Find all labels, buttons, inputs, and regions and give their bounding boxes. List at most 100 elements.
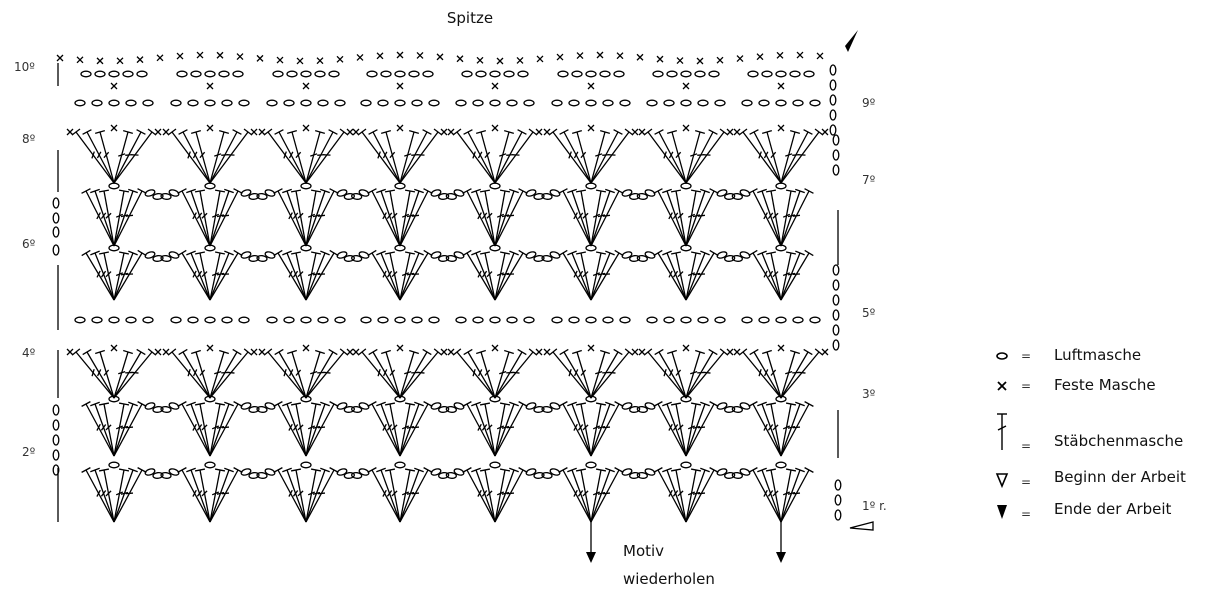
chain-stitch — [238, 316, 250, 324]
chain-stitch — [714, 316, 726, 324]
chain-stitch — [644, 468, 656, 476]
double-crochet-bar — [477, 489, 482, 497]
chain-stitch — [125, 316, 137, 324]
double-crochet — [766, 351, 782, 399]
chain-stitch — [775, 70, 787, 78]
chain-stitch — [599, 70, 611, 78]
double-crochet-bar — [389, 369, 396, 376]
chain-stitch — [716, 189, 728, 197]
chain-stitch — [489, 99, 501, 107]
double-crochet — [658, 131, 687, 184]
chain-stitch — [832, 309, 840, 321]
row-label-5: 5º — [862, 306, 876, 320]
double-crochet-top — [98, 402, 110, 406]
double-crochet-bar — [125, 492, 134, 495]
double-crochet-bar — [307, 425, 316, 430]
double-crochet-bar — [772, 271, 779, 278]
double-crochet-bar — [404, 153, 412, 157]
double-crochet — [209, 469, 221, 523]
chain-stitch — [300, 70, 312, 78]
double-crochet-bar — [792, 214, 801, 217]
double-crochet — [113, 469, 125, 523]
chain-stitch — [221, 99, 233, 107]
double-crochet-bar — [382, 423, 387, 431]
double-crochet-bar — [317, 492, 326, 495]
double-crochet-top — [476, 349, 486, 355]
double-crochet — [494, 131, 523, 184]
double-crochet-bar — [391, 424, 398, 431]
double-crochet-bar — [573, 151, 579, 159]
chain-stitch — [775, 316, 787, 324]
double-crochet — [209, 469, 239, 523]
single-crochet — [416, 51, 424, 59]
double-crochet — [666, 403, 687, 457]
double-crochet — [752, 469, 782, 523]
chain-stitch — [533, 471, 545, 479]
chain-stitch — [144, 189, 156, 197]
double-crochet-top — [624, 128, 634, 136]
double-crochet — [770, 469, 782, 523]
chain-stitch — [541, 192, 553, 200]
double-crochet — [171, 351, 211, 399]
double-crochet-bar — [697, 426, 706, 429]
single-crochet — [396, 82, 404, 90]
double-crochet — [685, 252, 715, 301]
double-crochet-top — [670, 402, 682, 406]
double-crochet-top — [191, 130, 201, 134]
double-crochet-bar — [100, 270, 107, 278]
double-crochet-bar — [377, 369, 381, 377]
single-crochet — [777, 344, 785, 352]
double-crochet-bar — [201, 212, 208, 219]
double-crochet — [399, 131, 439, 184]
chain-stitch — [461, 70, 473, 78]
double-crochet-bar — [216, 491, 225, 495]
double-crochet — [494, 403, 515, 457]
double-crochet-bar — [782, 272, 791, 277]
double-crochet — [671, 351, 687, 399]
double-crochet-top — [738, 128, 748, 136]
chain-stitch — [636, 471, 648, 479]
double-crochet — [99, 131, 115, 184]
double-crochet — [113, 131, 153, 184]
double-crochet — [685, 252, 706, 301]
double-crochet-bar — [382, 151, 388, 159]
chain-stitch — [621, 402, 633, 410]
chain-stitch — [629, 471, 641, 479]
double-crochet-top — [499, 402, 511, 406]
double-crochet-bar — [401, 425, 410, 430]
double-crochet-top — [186, 250, 196, 256]
double-crochet-bar — [690, 371, 698, 375]
double-crochet-top — [605, 250, 615, 256]
chain-stitch — [264, 402, 276, 410]
double-crochet — [475, 469, 496, 523]
double-crochet-bar — [201, 424, 208, 431]
single-crochet — [777, 82, 785, 90]
single-crochet — [96, 57, 104, 65]
chain-stitch — [108, 99, 120, 107]
double-crochet-top — [414, 467, 424, 473]
double-crochet — [685, 469, 697, 523]
chain-stitch — [549, 251, 561, 259]
double-crochet — [590, 469, 602, 523]
chain-stitch — [834, 509, 842, 521]
single-crochet — [440, 348, 448, 356]
double-crochet-top — [575, 402, 587, 406]
double-crochet — [467, 131, 496, 184]
double-crochet-bar — [592, 272, 601, 277]
double-crochet-bar — [196, 212, 203, 220]
double-crochet — [181, 252, 211, 301]
double-crochet-top — [463, 129, 473, 135]
double-crochet — [780, 252, 792, 301]
double-crochet-bar — [292, 424, 299, 431]
chain-stitch — [666, 70, 678, 78]
double-crochet-bar — [417, 371, 425, 374]
double-crochet-bar — [602, 426, 611, 429]
chain-stitch — [317, 316, 329, 324]
double-crochet-bar — [785, 153, 793, 157]
single-crochet-icon — [997, 381, 1007, 391]
chain-stitch — [358, 251, 370, 259]
double-crochet — [685, 469, 706, 523]
double-crochet-top — [765, 468, 777, 472]
chain-stitch — [248, 471, 260, 479]
